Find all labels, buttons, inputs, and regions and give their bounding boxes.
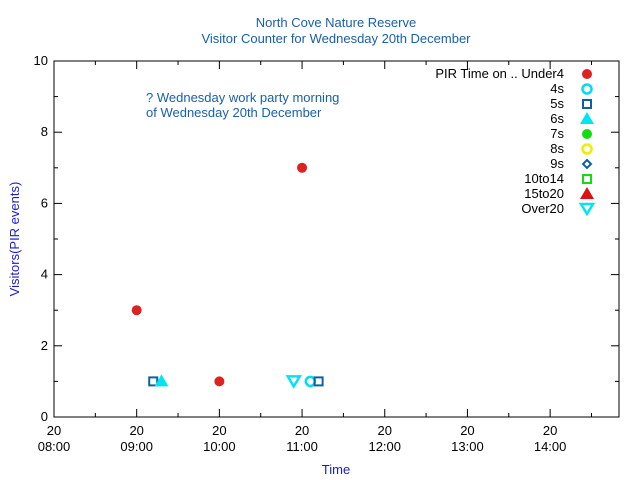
y-tick-label: 8 bbox=[41, 124, 48, 139]
legend-label: 10to14 bbox=[524, 171, 564, 186]
plot-area bbox=[53, 60, 620, 418]
data-point-Under4 bbox=[214, 376, 225, 387]
data-point-4s bbox=[304, 375, 317, 388]
legend-label: PIR Time on .. Under4 bbox=[435, 66, 564, 81]
legend-marker bbox=[581, 158, 593, 170]
x-tick-label-day: 20 bbox=[543, 423, 557, 438]
data-point-Over20 bbox=[285, 375, 302, 389]
legend-label: 5s bbox=[550, 96, 564, 111]
data-point-Under4 bbox=[297, 162, 308, 173]
x-tick-label-day: 20 bbox=[295, 423, 309, 438]
x-tick-label-time: 10:00 bbox=[203, 439, 236, 454]
x-axis-label: Time bbox=[322, 462, 350, 477]
data-point-5s bbox=[148, 376, 159, 387]
legend-label: 9s bbox=[550, 156, 564, 171]
x-tick-label-day: 20 bbox=[47, 423, 61, 438]
legend-label: 4s bbox=[550, 81, 564, 96]
x-tick-label-time: 13:00 bbox=[451, 439, 484, 454]
legend-label: 15to20 bbox=[524, 186, 564, 201]
y-axis-label: Visitors(PIR events) bbox=[7, 182, 22, 297]
legend-marker bbox=[581, 83, 593, 95]
x-tick-label-time: 11:00 bbox=[286, 439, 318, 454]
y-tick-label: 4 bbox=[41, 267, 48, 282]
x-tick-label-day: 20 bbox=[212, 423, 226, 438]
annotation-text: of Wednesday 20th December bbox=[146, 105, 322, 120]
x-tick-label-day: 20 bbox=[460, 423, 474, 438]
legend-marker bbox=[582, 99, 592, 109]
x-tick-label-time: 14:00 bbox=[534, 439, 567, 454]
annotation-text: ? Wednesday work party morning bbox=[146, 90, 339, 105]
legend-label: 7s bbox=[550, 126, 564, 141]
x-tick-label-time: 12:00 bbox=[368, 439, 401, 454]
data-point-Under4 bbox=[131, 305, 142, 316]
legend-marker bbox=[580, 112, 594, 124]
legend-marker bbox=[582, 69, 592, 79]
y-tick-label: 0 bbox=[41, 409, 48, 424]
legend-marker bbox=[582, 129, 592, 139]
data-point-5s bbox=[313, 376, 324, 387]
y-tick-label: 6 bbox=[41, 195, 48, 210]
legend-marker bbox=[578, 202, 596, 217]
legend-label: Over20 bbox=[521, 201, 564, 216]
legend-label: 6s bbox=[550, 111, 564, 126]
x-tick-label-day: 20 bbox=[378, 423, 392, 438]
y-tick-label: 2 bbox=[41, 338, 48, 353]
legend-marker bbox=[581, 143, 593, 155]
data-point-6s bbox=[154, 374, 169, 387]
x-tick-label-time: 09:00 bbox=[120, 439, 153, 454]
x-tick-label-time: 08:00 bbox=[38, 439, 71, 454]
y-tick-label: 10 bbox=[34, 53, 48, 68]
chart-subtitle: Visitor Counter for Wednesday 20th Decem… bbox=[201, 31, 471, 46]
legend-marker bbox=[580, 187, 594, 199]
legend-marker bbox=[582, 174, 592, 184]
legend: PIR Time on .. Under44s5s6s7s8s9s10to141… bbox=[435, 66, 596, 217]
chart-title: North Cove Nature Reserve bbox=[256, 15, 416, 30]
legend-label: 8s bbox=[550, 141, 564, 156]
x-tick-label-day: 20 bbox=[129, 423, 143, 438]
